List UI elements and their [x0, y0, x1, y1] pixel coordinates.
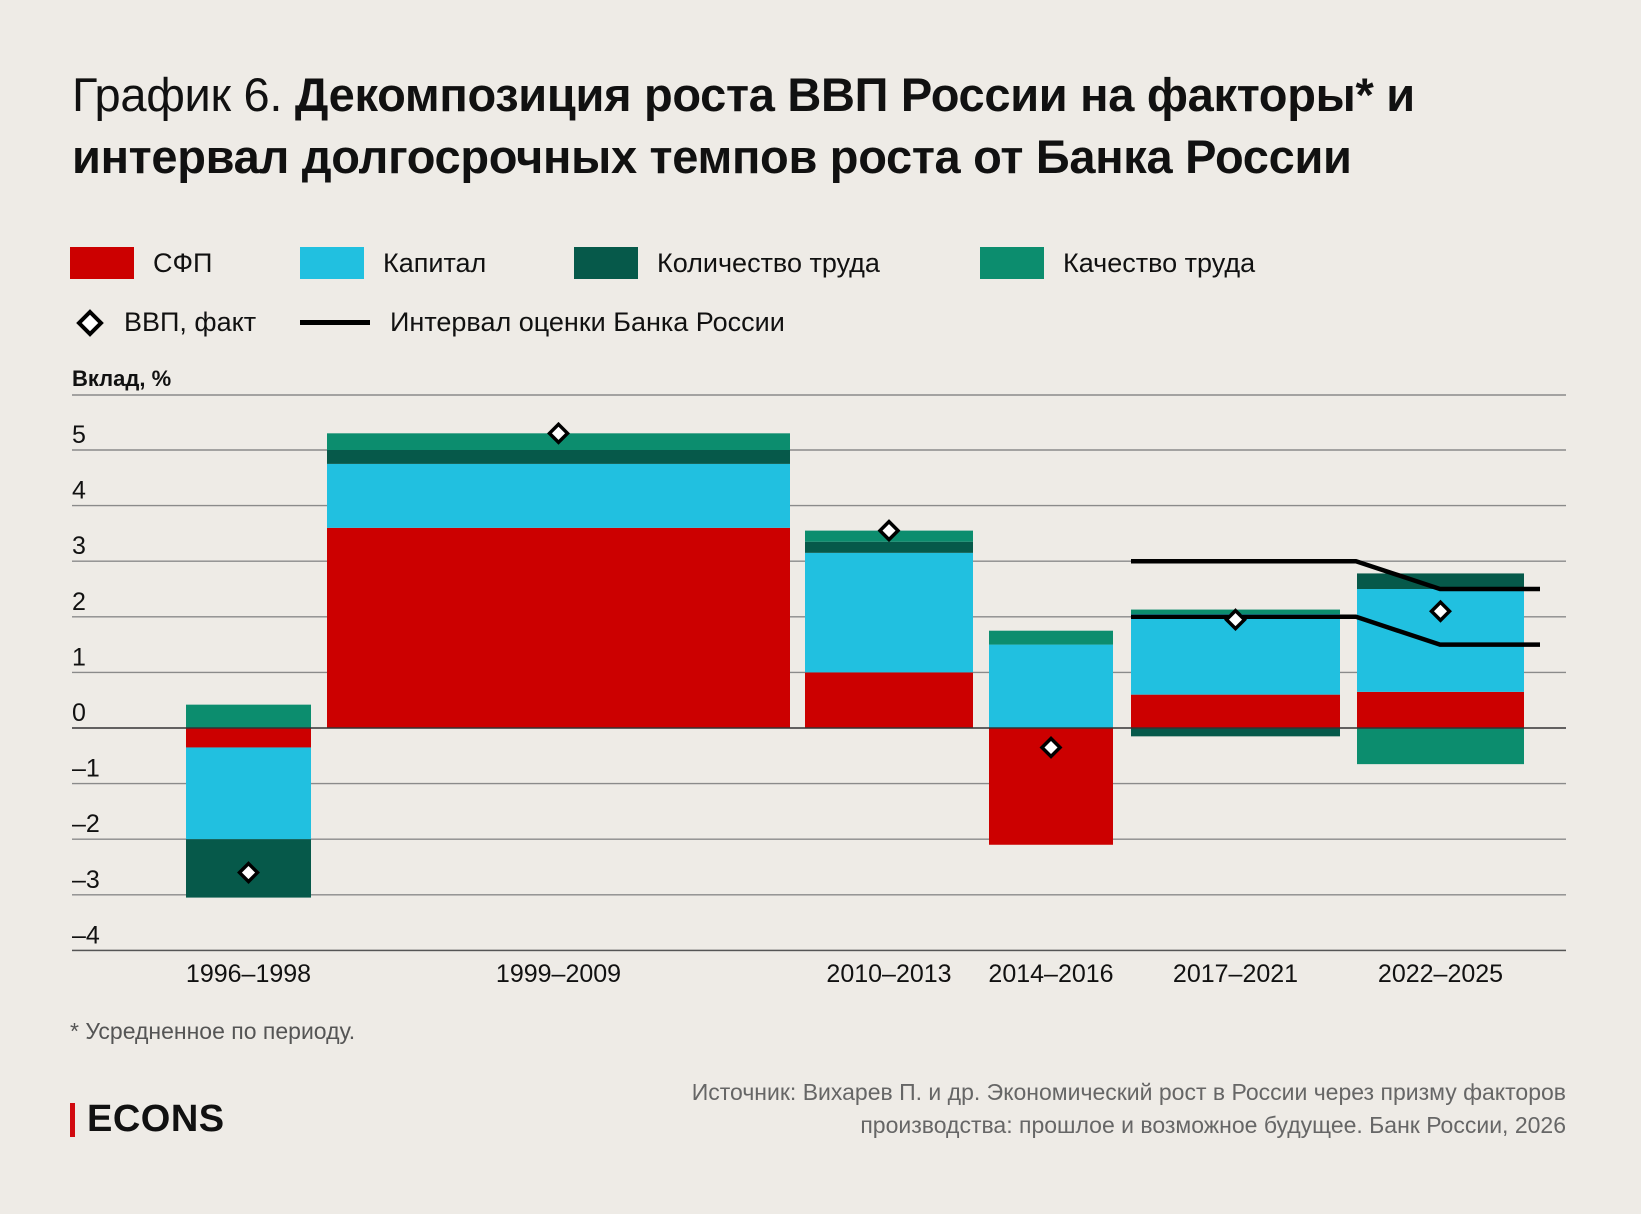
legend-label-tfp: СФП	[153, 247, 213, 278]
legend-diamond-icon	[76, 308, 104, 337]
legend-item-labor-qty: Количество труда	[574, 247, 880, 279]
gdp-marker	[877, 519, 901, 543]
x-category-label: 2022–2025	[1378, 960, 1503, 988]
bar-segment-capital	[186, 747, 311, 840]
footnote: * Усредненное по периоду.	[70, 1018, 356, 1044]
legend-swatch-labor-quality	[980, 247, 1044, 279]
y-tick-label: 5	[72, 421, 86, 449]
bar-segment-tfp	[186, 728, 311, 748]
y-tick-label: 4	[72, 477, 86, 505]
y-tick-label: 2	[72, 588, 86, 616]
source-line-2: производства: прошлое и возможное будуще…	[860, 1112, 1566, 1138]
y-tick-label: 3	[72, 532, 86, 560]
bar-segment-capital	[989, 644, 1113, 728]
legend-swatch-labor-qty	[574, 247, 638, 279]
legend-swatch-capital	[300, 247, 364, 279]
chart-title-main: Декомпозиция роста ВВП России на факторы…	[72, 68, 1415, 183]
bar-segment-tfp	[805, 672, 973, 728]
bar-segment-labor_qty	[327, 450, 790, 464]
econs-logo: ECONS	[70, 1098, 225, 1141]
legend-label-capital: Капитал	[383, 247, 487, 278]
x-category-label: 2017–2021	[1173, 960, 1298, 988]
bars-layer	[186, 433, 1524, 898]
x-category-label: 2014–2016	[988, 960, 1113, 988]
gdp-marker	[547, 421, 570, 445]
bar-segment-labor_quality	[989, 630, 1113, 645]
legend-label-labor-qty: Количество труда	[657, 247, 880, 278]
y-tick-label: 0	[72, 699, 86, 727]
bar-segment-tfp	[327, 527, 790, 728]
logo-text: ECONS	[87, 1098, 225, 1140]
bar-segment-tfp	[1131, 694, 1340, 728]
category-labels: 1996–1998 1999–2009 2010–2013 2014–2016 2017…	[186, 960, 1503, 988]
legend-item-interval: Интервал оценки Банка России	[300, 307, 785, 338]
y-tick-label: –2	[72, 810, 100, 838]
bar-segment-tfp	[1357, 691, 1524, 728]
bar-segment-capital	[327, 463, 790, 528]
source-line-1: Источник: Вихарев П. и др. Экономический…	[691, 1079, 1566, 1105]
interval-line-upper	[1131, 558, 1540, 592]
logo-bar-icon	[70, 1102, 75, 1137]
chart-title-lead: График 6.	[72, 68, 283, 121]
bar-segment-capital	[805, 552, 973, 673]
legend-label-labor-quality: Качество труда	[1063, 247, 1256, 278]
legend-swatch-tfp	[70, 247, 134, 279]
y-tick-label: –1	[72, 755, 100, 783]
legend-item-capital: Капитал	[300, 247, 486, 279]
bar-segment-labor_qty	[1357, 573, 1524, 589]
y-tick-label: –4	[72, 921, 100, 949]
legend-item-labor-quality: Качество труда	[980, 247, 1255, 279]
gdp-marker	[1039, 735, 1063, 759]
legend-item-tfp: СФП	[70, 247, 212, 279]
legend-line-interval	[300, 320, 370, 325]
gdp-marker	[1429, 599, 1452, 623]
bar-segment-labor_qty	[1131, 728, 1340, 737]
x-category-label: 2010–2013	[826, 960, 951, 988]
x-category-label: 1999–2009	[496, 960, 621, 988]
x-category-label: 1996–1998	[186, 960, 311, 988]
bar-segment-labor_quality	[1357, 728, 1524, 765]
bar-segment-labor_quality	[186, 704, 311, 728]
y-tick-label: –3	[72, 866, 100, 894]
bar-segment-labor_qty	[805, 541, 973, 553]
zero-line-layer	[72, 727, 1566, 952]
y-axis-label: Вклад, %	[72, 366, 171, 391]
gdp-markers-layer	[237, 421, 1452, 885]
y-tick-label: 1	[72, 643, 86, 671]
chart-title: График 6. Декомпозиция роста ВВП России …	[72, 64, 1572, 188]
gdp-marker	[237, 861, 260, 885]
chart-area: Вклад, % 5 4 3 2 1 0 –1 –2 –3 –4 1996–1998 1999–20…	[72, 366, 1566, 988]
source-note: Источник: Вихарев П. и др. Экономический…	[566, 1076, 1566, 1142]
legend-label-gdp: ВВП, факт	[124, 307, 257, 337]
legend-label-interval: Интервал оценки Банка России	[390, 307, 785, 337]
legend-item-gdp: ВВП, факт	[76, 307, 256, 338]
gdp-marker	[1224, 608, 1247, 632]
